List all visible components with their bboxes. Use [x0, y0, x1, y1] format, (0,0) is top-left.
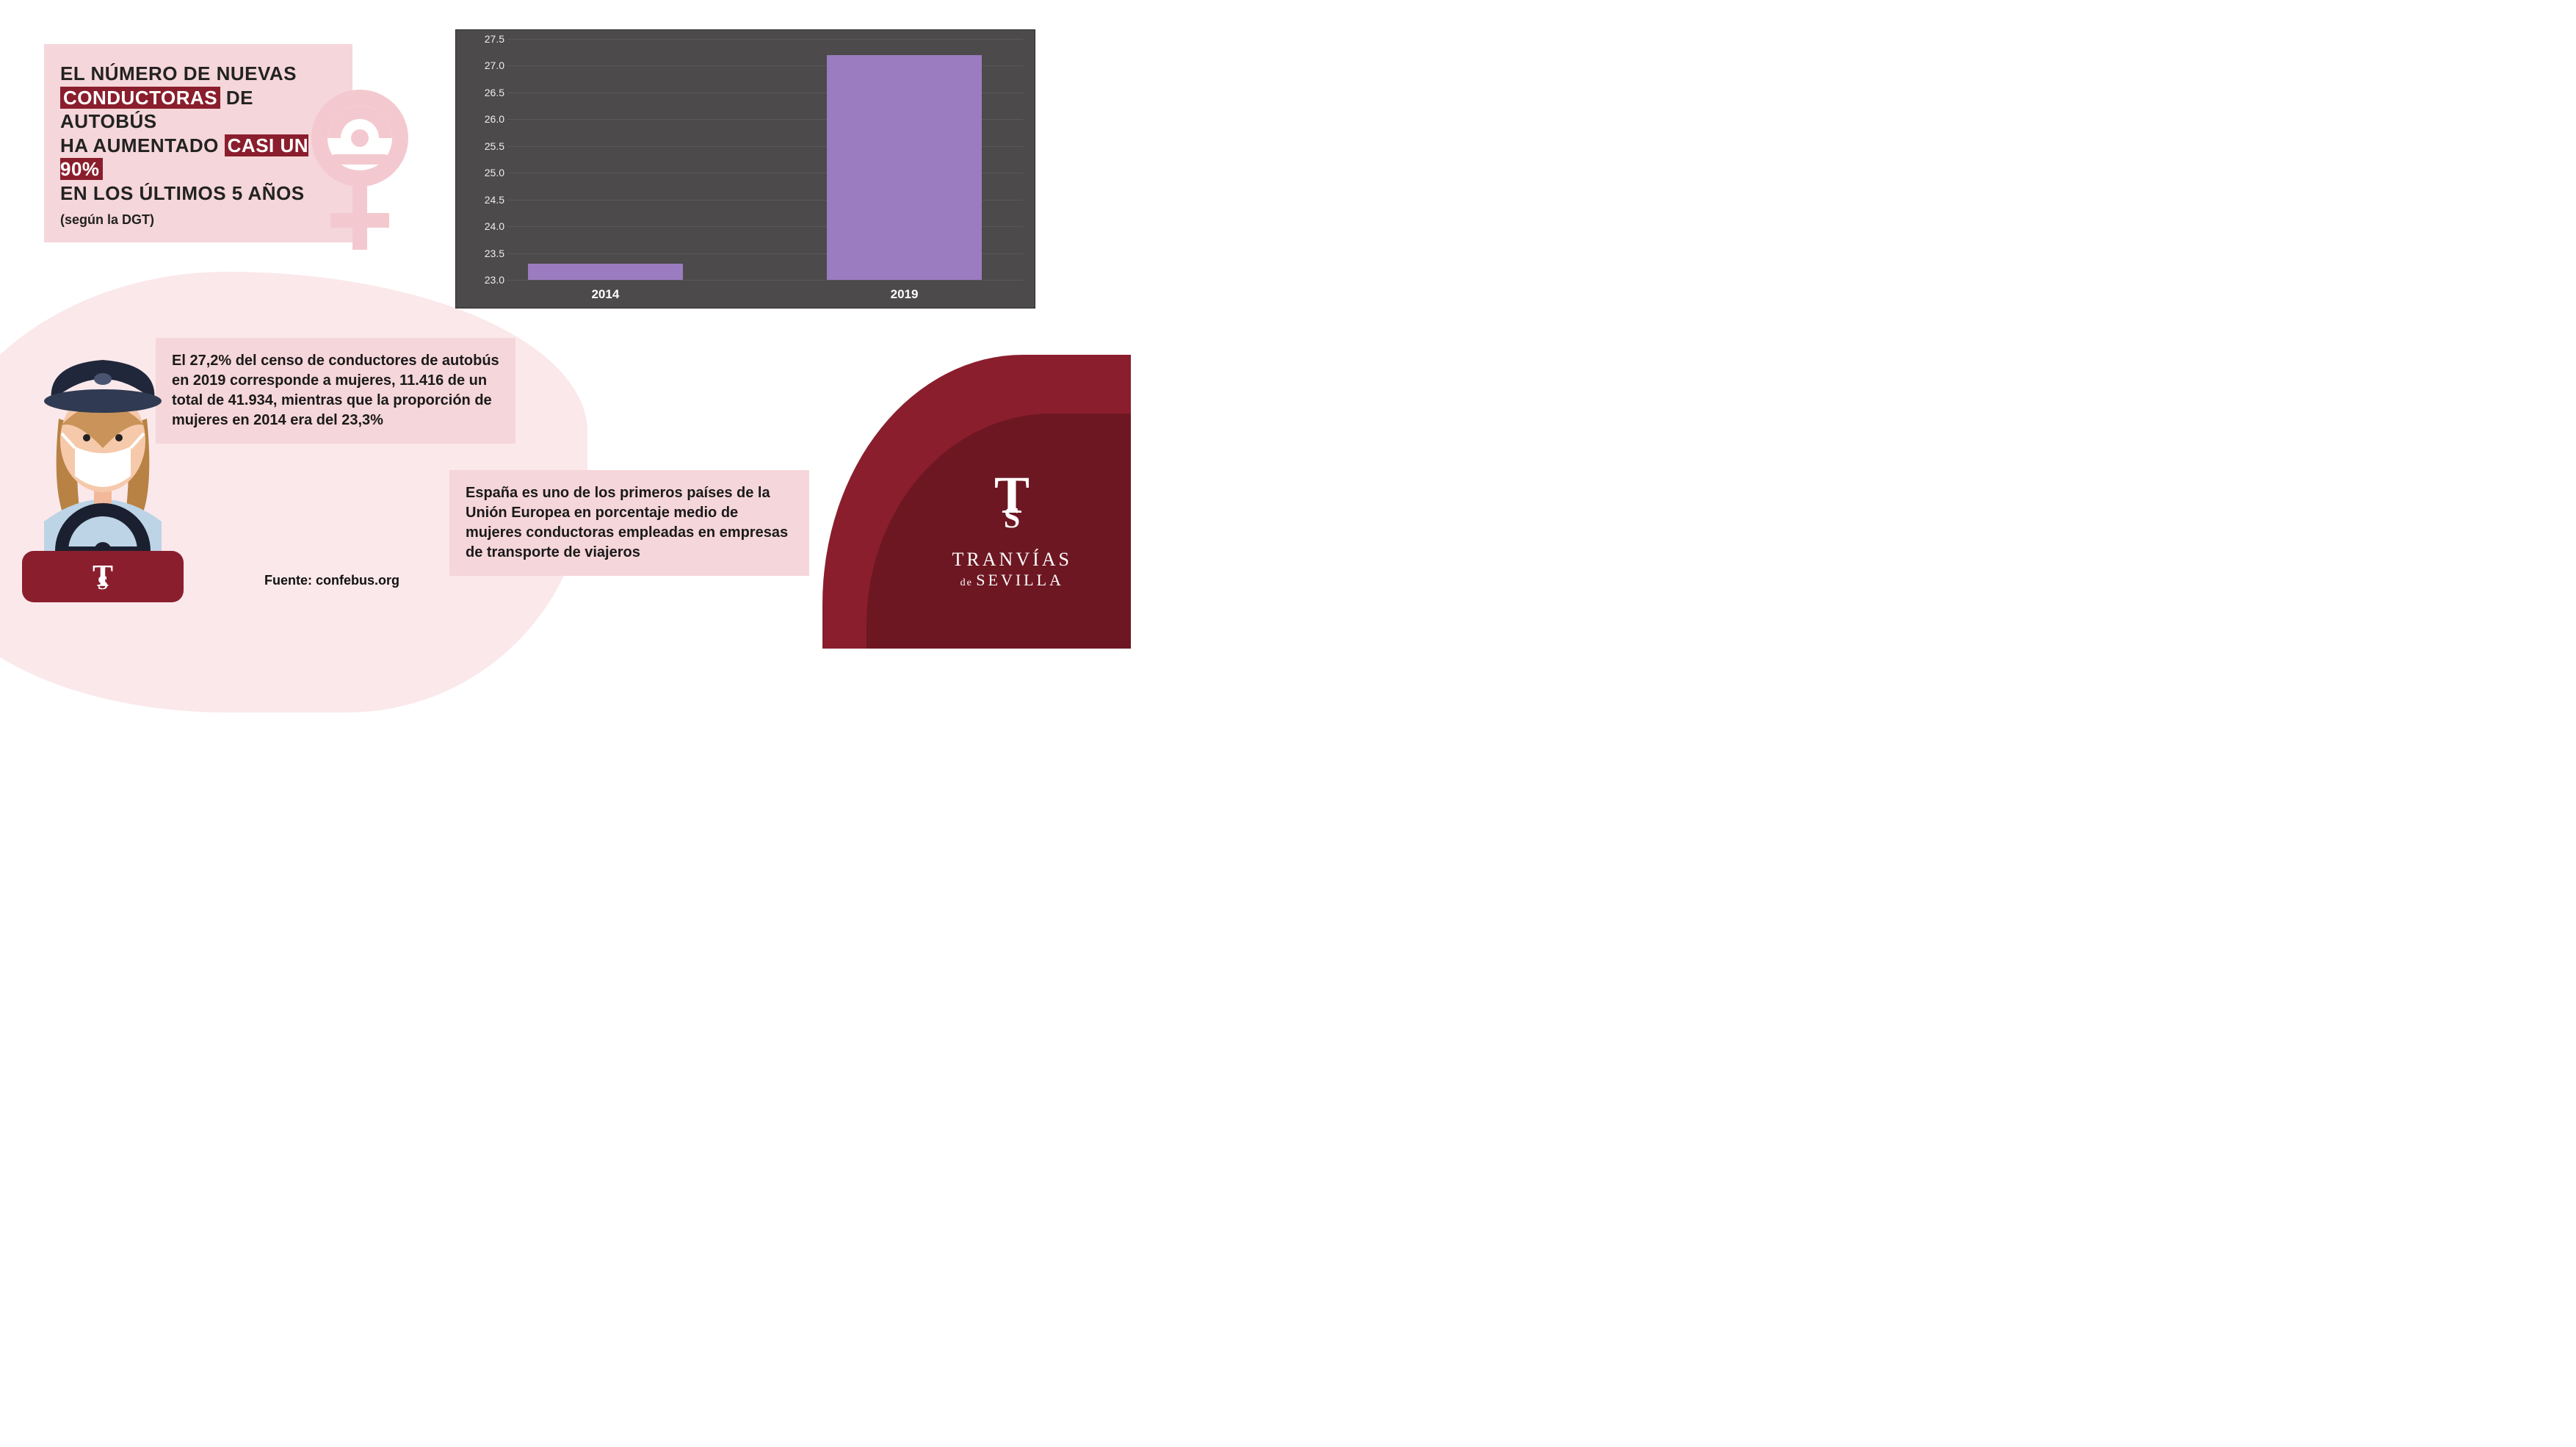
stat-box-2-text: España es uno de los primeros países de … — [466, 483, 793, 563]
chart-ytick: 26.0 — [459, 113, 504, 125]
chart-ytick: 23.5 — [459, 248, 504, 259]
chart-gridline — [507, 39, 1023, 40]
bar-chart-plot — [507, 39, 1023, 280]
stat-box-2: España es uno de los primeros países de … — [449, 470, 809, 576]
brand-name-line2: de SEVILLA — [952, 571, 1072, 590]
chart-xtick: 2014 — [528, 287, 683, 302]
stat-box-1: El 27,2% del censo de conductores de aut… — [156, 338, 515, 444]
chart-ytick: 24.5 — [459, 194, 504, 206]
chart-xtick: 2019 — [827, 287, 982, 302]
chart-bar — [528, 264, 683, 280]
stat-box-1-text: El 27,2% del censo de conductores de aut… — [172, 351, 499, 430]
brand-logo: T S TRANVÍAS de SEVILLA — [952, 472, 1072, 590]
chart-ytick: 26.5 — [459, 87, 504, 98]
chart-bar — [827, 55, 982, 280]
bar-chart: 23.0 23.5 24.0 24.5 25.0 25.5 26.0 26.5 27.0 27.5… — [455, 29, 1035, 308]
chart-ytick: 25.5 — [459, 140, 504, 152]
bus-driver-illustration: T S — [22, 331, 184, 602]
headline-highlight-1: CONDUCTORAS — [60, 87, 220, 109]
brand-name-line1: TRANVÍAS — [952, 549, 1072, 571]
chart-ytick: 23.0 — [459, 274, 504, 286]
source-label: Fuente: confebus.org — [264, 573, 399, 588]
chart-ytick: 27.5 — [459, 33, 504, 45]
chart-ytick: 27.0 — [459, 59, 504, 71]
svg-text:S: S — [1004, 501, 1020, 534]
headline-line1: EL NÚMERO DE NUEVAS — [60, 62, 297, 84]
chart-ytick: 25.0 — [459, 167, 504, 178]
brand-monogram-icon: T S — [968, 472, 1056, 545]
infographic-canvas: EL NÚMERO DE NUEVAS CONDUCTORAS DE AUTOB… — [0, 0, 1101, 619]
chart-gridline — [507, 280, 1023, 281]
headline-line4: EN LOS ÚLTIMOS 5 AÑOS — [60, 182, 305, 204]
female-driver-icon — [294, 81, 426, 272]
headline-line3a: HA AUMENTADO — [60, 134, 225, 156]
svg-text:S: S — [98, 572, 108, 593]
chart-ytick: 24.0 — [459, 220, 504, 232]
